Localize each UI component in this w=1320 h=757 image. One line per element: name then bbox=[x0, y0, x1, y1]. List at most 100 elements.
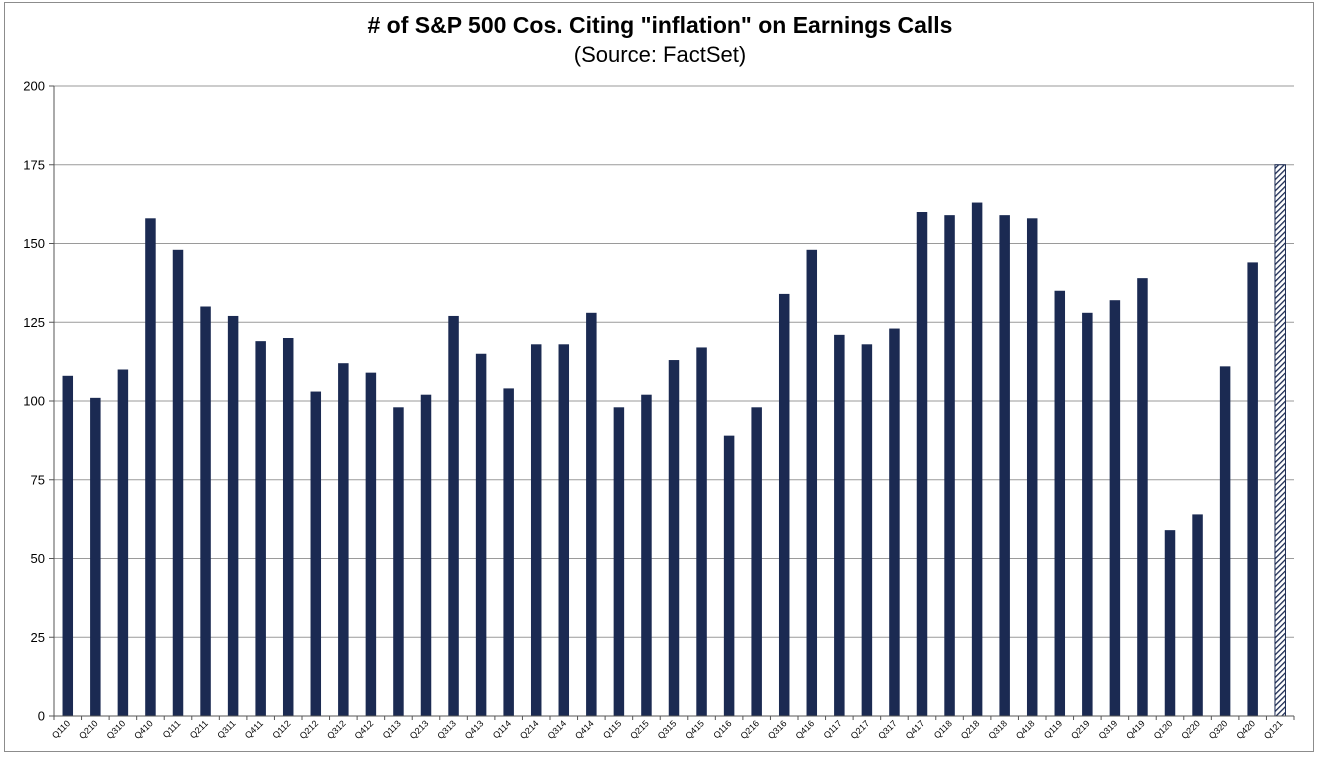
bar-q212 bbox=[310, 391, 322, 716]
bar-q414 bbox=[586, 312, 597, 716]
x-tick-label: Q118 bbox=[932, 718, 954, 740]
x-tick-label: Q416 bbox=[794, 718, 817, 741]
bar-q417 bbox=[916, 212, 928, 716]
bar-q111 bbox=[172, 249, 184, 717]
x-tick-label: Q314 bbox=[546, 718, 569, 741]
x-tick-label: Q412 bbox=[353, 718, 376, 741]
bar-q116 bbox=[723, 435, 735, 716]
bar-q319 bbox=[1109, 300, 1121, 716]
bar-q311 bbox=[227, 315, 239, 716]
y-tick-label: 50 bbox=[31, 551, 45, 566]
bar-q211 bbox=[200, 306, 211, 716]
x-tick-label: Q119 bbox=[1042, 718, 1064, 740]
bar-q210 bbox=[90, 397, 101, 716]
y-tick-label: 175 bbox=[23, 157, 45, 172]
bar-q215 bbox=[641, 394, 652, 716]
bar-q220 bbox=[1192, 514, 1203, 716]
y-tick-label: 125 bbox=[23, 315, 45, 330]
x-tick-label: Q214 bbox=[518, 718, 541, 741]
bar-q314 bbox=[558, 344, 570, 716]
x-tick-label: Q313 bbox=[435, 718, 458, 741]
x-tick-label: Q213 bbox=[408, 718, 431, 741]
bar-q213 bbox=[420, 394, 432, 716]
bar-q219 bbox=[1082, 312, 1093, 716]
x-tick-label: Q319 bbox=[1097, 718, 1120, 741]
x-tick-label: Q212 bbox=[298, 718, 321, 741]
x-tick-label: Q311 bbox=[215, 718, 237, 740]
bar-q214 bbox=[530, 344, 542, 716]
x-tick-label: Q218 bbox=[959, 718, 982, 741]
bar-q312 bbox=[338, 363, 349, 716]
y-tick-label: 25 bbox=[31, 630, 45, 645]
x-tick-label: Q114 bbox=[491, 718, 513, 740]
bar-q119 bbox=[1054, 290, 1066, 716]
bar-q317 bbox=[889, 328, 900, 716]
x-tick-label: Q116 bbox=[711, 718, 733, 740]
bar-q318 bbox=[999, 215, 1010, 716]
x-tick-label: Q120 bbox=[1152, 718, 1175, 741]
x-tick-label: Q215 bbox=[628, 718, 651, 741]
x-tick-label: Q315 bbox=[656, 718, 679, 741]
x-tick-label: Q220 bbox=[1179, 718, 1202, 741]
x-tick-label: Q211 bbox=[188, 718, 210, 740]
x-tick-label: Q417 bbox=[904, 718, 927, 741]
bar-q420 bbox=[1247, 262, 1258, 716]
bar-q316 bbox=[778, 293, 790, 716]
bar-q218 bbox=[971, 202, 983, 717]
bar-q115 bbox=[613, 407, 625, 716]
bar-q112 bbox=[282, 338, 294, 716]
x-tick-label: Q121 bbox=[1262, 718, 1285, 741]
y-tick-label: 100 bbox=[23, 394, 45, 409]
x-tick-label: Q419 bbox=[1124, 718, 1147, 741]
bar-q216 bbox=[751, 407, 762, 716]
bar-q310 bbox=[117, 369, 129, 716]
bar-q419 bbox=[1137, 278, 1148, 716]
x-tick-label: Q312 bbox=[325, 718, 348, 741]
x-tick-label: Q410 bbox=[132, 718, 155, 741]
bar-q113 bbox=[393, 407, 404, 716]
bar-q315 bbox=[668, 360, 680, 716]
bar-q118 bbox=[944, 215, 955, 716]
y-tick-label: 150 bbox=[23, 236, 45, 251]
x-tick-label: Q117 bbox=[822, 718, 844, 740]
bar-q110 bbox=[62, 375, 74, 716]
bar-q418 bbox=[1026, 218, 1038, 717]
x-tick-label: Q210 bbox=[77, 718, 100, 741]
x-tick-label: Q217 bbox=[849, 718, 872, 741]
bar-q217 bbox=[861, 344, 873, 716]
x-tick-label: Q414 bbox=[573, 718, 596, 741]
x-tick-label: Q113 bbox=[381, 718, 403, 740]
chart-subtitle: (Source: FactSet) bbox=[573, 42, 747, 67]
chart-title: # of S&P 500 Cos. Citing "inflation" on … bbox=[367, 12, 953, 38]
bar-q120 bbox=[1164, 530, 1176, 716]
bar-q313 bbox=[448, 315, 459, 716]
bar-q410 bbox=[145, 218, 156, 717]
x-tick-label: Q413 bbox=[463, 718, 486, 741]
x-tick-label: Q310 bbox=[105, 718, 128, 741]
x-tick-label: Q219 bbox=[1069, 718, 1092, 741]
y-tick-label: 0 bbox=[38, 709, 45, 724]
bar-q416 bbox=[806, 249, 818, 717]
bar-q412 bbox=[365, 372, 377, 716]
x-tick-label: Q320 bbox=[1207, 718, 1230, 741]
x-tick-label: Q111 bbox=[161, 718, 183, 740]
x-tick-label: Q420 bbox=[1234, 718, 1257, 741]
bar-q320 bbox=[1219, 366, 1231, 716]
bar-q415 bbox=[696, 347, 707, 716]
chart-frame bbox=[4, 2, 1314, 752]
x-tick-label: Q216 bbox=[738, 718, 761, 741]
bar-q411 bbox=[255, 341, 266, 716]
x-tick-label: Q110 bbox=[50, 718, 72, 740]
y-tick-label: 75 bbox=[31, 472, 45, 487]
x-tick-label: Q418 bbox=[1014, 718, 1037, 741]
x-tick-label: Q316 bbox=[766, 718, 789, 741]
y-tick-label: 200 bbox=[23, 79, 45, 94]
x-tick-label: Q112 bbox=[270, 718, 292, 740]
bar-q114 bbox=[503, 388, 514, 716]
x-tick-label: Q411 bbox=[243, 718, 265, 740]
bar-q117 bbox=[834, 334, 845, 716]
x-tick-label: Q317 bbox=[876, 718, 899, 741]
x-tick-label: Q115 bbox=[601, 718, 623, 740]
x-tick-label: Q318 bbox=[986, 718, 1009, 741]
